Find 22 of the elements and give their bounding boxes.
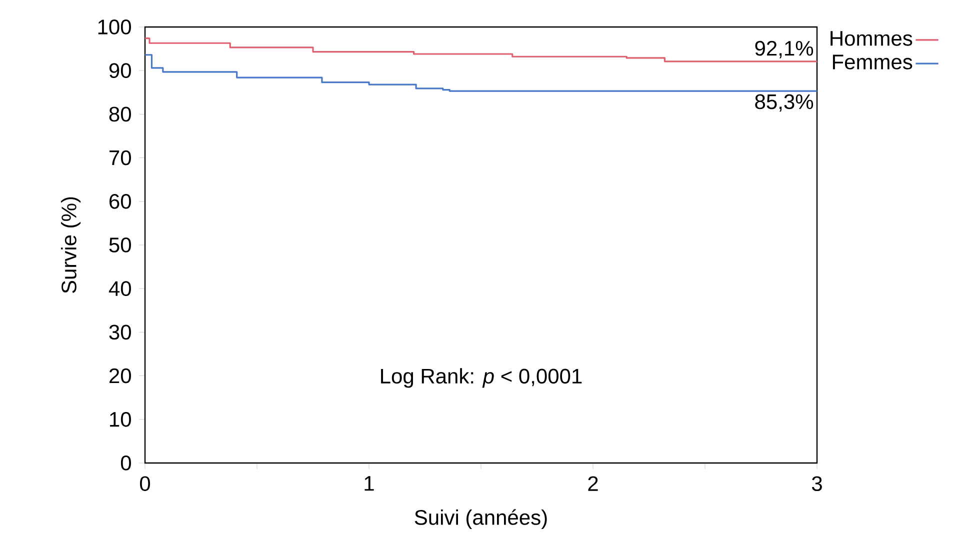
y-axis-title: Survie (%) xyxy=(61,197,81,294)
y-tick-label: 10 xyxy=(110,412,131,427)
x-tick-label: 0 xyxy=(140,476,150,492)
y-tick-label: 50 xyxy=(109,238,131,252)
y-tick-label: 0 xyxy=(120,456,131,470)
x-tick-label: 1 xyxy=(364,476,374,491)
y-tick-label: 100 xyxy=(98,20,131,34)
y-tick-label: 30 xyxy=(109,324,131,340)
legend-label: Femmes xyxy=(832,54,912,70)
x-tick-label: 2 xyxy=(588,476,598,491)
annotation: 85,3% xyxy=(755,94,814,112)
y-tick-label: 60 xyxy=(110,194,131,209)
x-axis-title: Suivi (années) xyxy=(414,509,547,530)
y-tick-label: 70 xyxy=(110,150,131,166)
y-tick-label: 20 xyxy=(110,368,131,384)
x-tick-label: 3 xyxy=(812,476,822,492)
annotation: 92,1% xyxy=(755,40,814,58)
y-tick-label: 90 xyxy=(109,63,131,78)
y-tick-label: 80 xyxy=(109,106,131,122)
legend-label: Hommes xyxy=(830,31,912,46)
y-tick-label: 40 xyxy=(108,281,131,296)
annotation: Log Rank: p < 0,0001 xyxy=(381,368,582,388)
